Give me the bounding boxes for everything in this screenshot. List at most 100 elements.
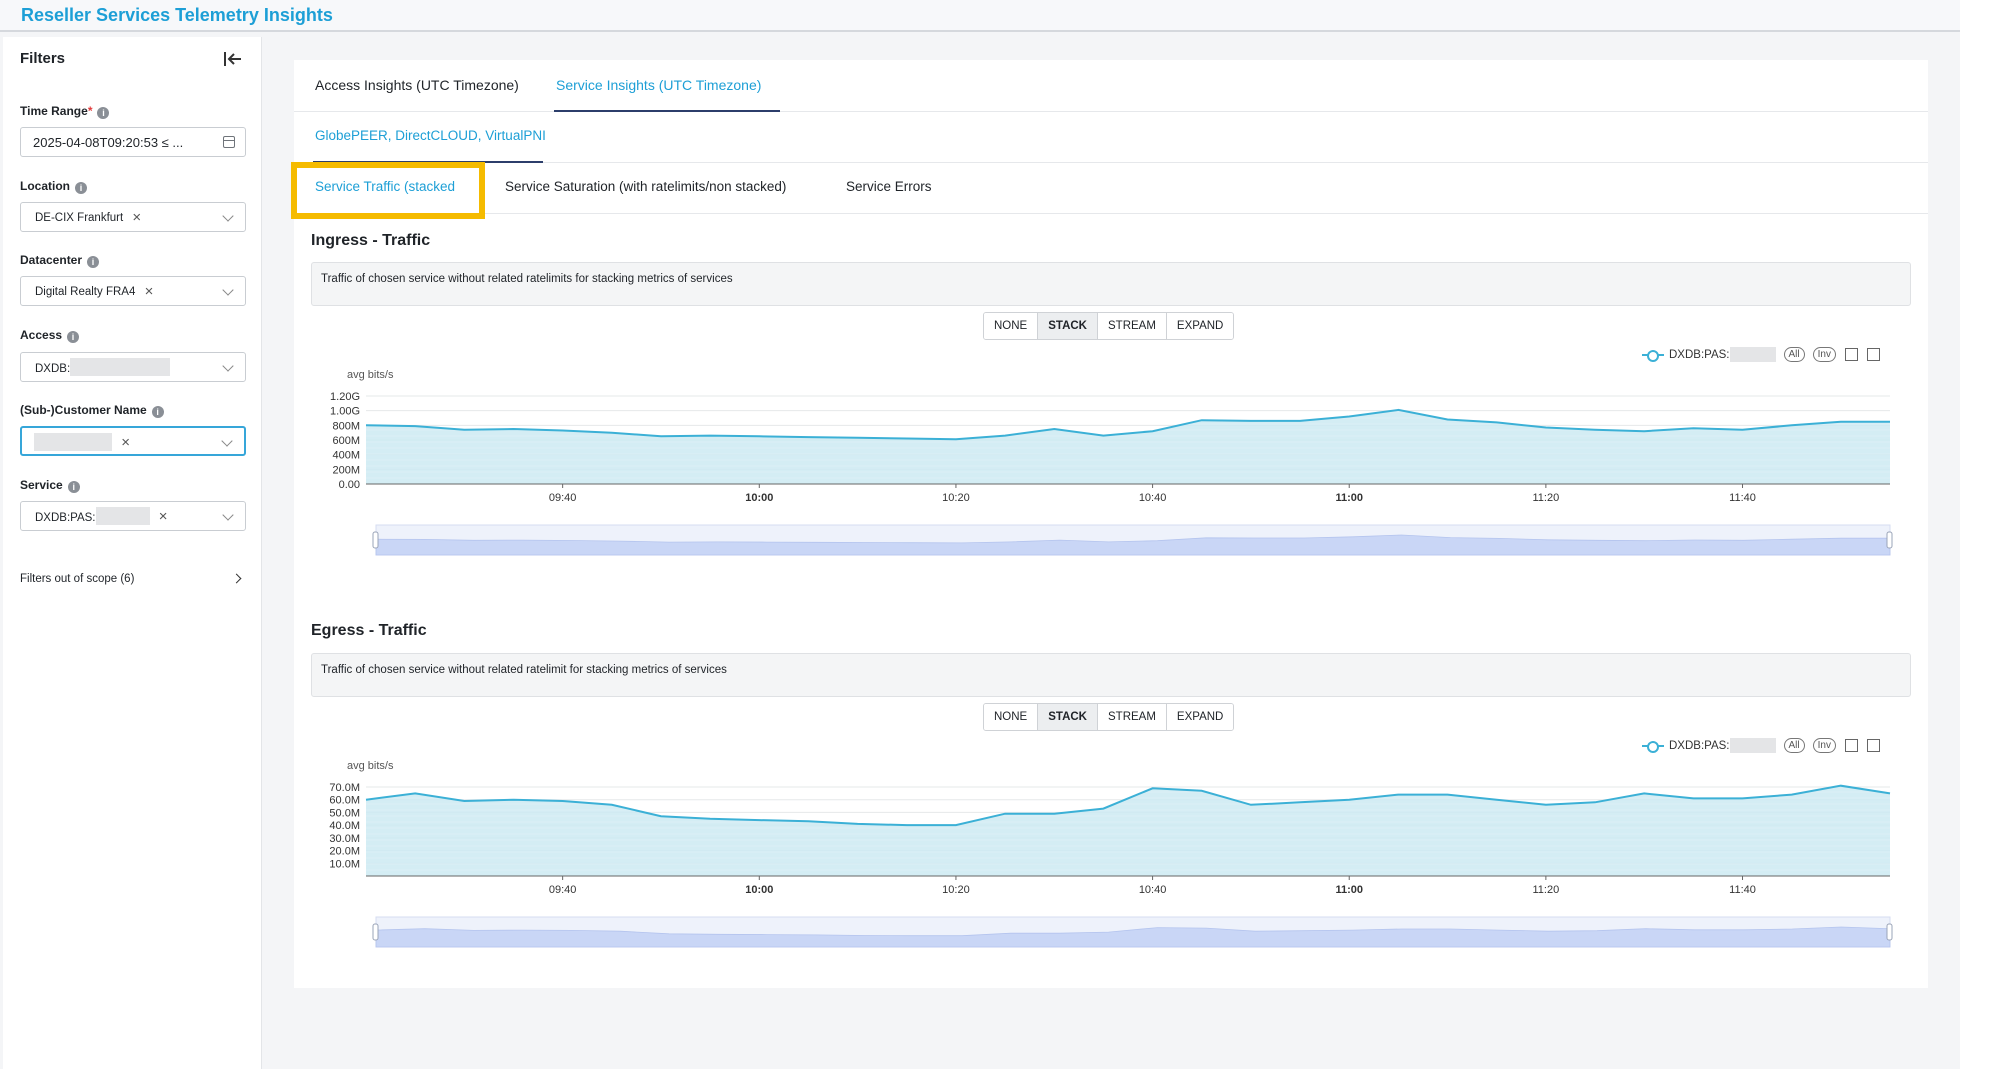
- legend-series-label[interactable]: DXDB:PAS:: [1669, 348, 1730, 361]
- y-tick-label: 30.0M: [329, 833, 360, 845]
- ingress-mode-buttons: NONE STACK STREAM EXPAND: [983, 312, 1235, 340]
- app-title: Reseller Services Telemetry Insights: [21, 5, 333, 25]
- x-tick-label: 11:00: [1335, 884, 1363, 896]
- time-range-label: Time Range* i: [20, 104, 110, 119]
- tab-service-insights[interactable]: Service Insights (UTC Timezone): [556, 77, 762, 93]
- x-tick-label: 10:20: [942, 492, 970, 504]
- ingress-description: Traffic of chosen service without relate…: [311, 262, 1911, 306]
- service-select[interactable]: DXDB:PAS: ×: [20, 501, 246, 531]
- access-tag: DXDB:: [29, 358, 176, 378]
- chevron-down-icon[interactable]: [222, 509, 234, 521]
- datacenter-select[interactable]: Digital Realty FRA4 ×: [20, 276, 246, 306]
- info-icon: i: [87, 256, 100, 268]
- y-tick-label: 1.00G: [330, 406, 360, 418]
- mode-expand-button[interactable]: EXPAND: [1166, 704, 1234, 730]
- main-panel: Access Insights (UTC Timezone) Service I…: [291, 60, 1928, 988]
- series-marker-icon: [1642, 349, 1664, 362]
- time-range-field[interactable]: 2025-04-08T09:20:53 ≤ ...: [20, 127, 246, 157]
- zoom-reset-icon[interactable]: [1866, 348, 1880, 361]
- legend-series-label[interactable]: DXDB:PAS:: [1669, 739, 1730, 752]
- remove-tag-icon[interactable]: ×: [144, 283, 154, 300]
- brush-handle-left: [372, 531, 379, 549]
- y-tick-label: 400M: [332, 450, 360, 462]
- y-tick-label: 600M: [332, 435, 360, 447]
- tab-service-saturation[interactable]: Service Saturation (with ratelimits/non …: [505, 179, 787, 194]
- tab-service-traffic[interactable]: Service Traffic (stacked: [315, 179, 456, 194]
- mode-stream-button[interactable]: STREAM: [1098, 704, 1167, 730]
- access-select[interactable]: DXDB:: [20, 352, 246, 382]
- zoom-select-icon[interactable]: [1844, 348, 1858, 361]
- customer-name-select[interactable]: ×: [20, 426, 246, 456]
- info-icon: i: [75, 182, 87, 194]
- zoom-select-icon[interactable]: [1844, 739, 1858, 752]
- remove-tag-icon[interactable]: ×: [121, 434, 130, 451]
- datacenter-label: Datacenter i: [20, 253, 100, 268]
- series-line: [365, 408, 1890, 441]
- brush-handle-left: [372, 923, 379, 941]
- y-tick-label: 20.0M: [329, 846, 360, 858]
- series-line: [365, 784, 1891, 827]
- chevron-down-icon[interactable]: [222, 284, 234, 296]
- info-icon: i: [97, 107, 110, 119]
- x-tick-label: 11:20: [1533, 492, 1560, 504]
- tab-globepeer[interactable]: GlobePEER, DirectCLOUD, VirtualPNI: [315, 128, 546, 143]
- redacted-block: [1729, 347, 1776, 362]
- filters-out-of-scope[interactable]: Filters out of scope (6): [20, 573, 246, 585]
- zoom-reset-icon[interactable]: [1866, 739, 1880, 752]
- redacted-block: [70, 358, 171, 376]
- legend-inv-button[interactable]: Inv: [1812, 347, 1836, 362]
- y-tick-label: 200M: [332, 464, 360, 476]
- tab-service-errors[interactable]: Service Errors: [846, 179, 932, 194]
- chevron-down-icon[interactable]: [222, 360, 234, 372]
- mode-stack-button[interactable]: STACK: [1038, 313, 1098, 339]
- tab-active-underline: [554, 110, 780, 112]
- x-tick-label: 11:40: [1729, 884, 1756, 896]
- mode-stream-button[interactable]: STREAM: [1098, 313, 1167, 339]
- egress-description: Traffic of chosen service without relate…: [311, 653, 1911, 697]
- location-label: Location i: [20, 179, 87, 194]
- collapse-sidebar-icon[interactable]: [223, 50, 243, 68]
- service-label: Service i: [20, 478, 80, 493]
- ingress-legend: DXDB:PAS: All Inv: [1642, 347, 1880, 362]
- datacenter-tag: Digital Realty FRA4 ×: [35, 283, 154, 300]
- x-tick-label: 09:40: [549, 884, 577, 896]
- y-tick-label: 40.0M: [329, 820, 360, 832]
- remove-tag-icon[interactable]: ×: [158, 508, 168, 525]
- x-tick-label: 10:20: [942, 884, 970, 896]
- ingress-y-unit: avg bits/s: [347, 369, 394, 381]
- mode-none-button[interactable]: NONE: [984, 313, 1039, 339]
- y-tick-label: 0.00: [339, 479, 360, 491]
- tab-access-insights[interactable]: Access Insights (UTC Timezone): [315, 77, 519, 93]
- chevron-down-icon[interactable]: [222, 210, 234, 222]
- remove-tag-icon[interactable]: ×: [132, 209, 142, 226]
- series-area: [366, 409, 1890, 484]
- location-select[interactable]: DE-CIX Frankfurt ×: [20, 202, 246, 232]
- egress-mode-buttons: NONE STACK STREAM EXPAND: [983, 703, 1235, 731]
- info-icon: i: [67, 481, 80, 493]
- legend-all-button[interactable]: All: [1783, 347, 1805, 362]
- x-tick-label: 10:00: [745, 492, 773, 504]
- legend-all-button[interactable]: All: [1783, 738, 1805, 753]
- mode-stack-button[interactable]: STACK: [1038, 704, 1098, 730]
- x-tick-label: 11:20: [1533, 884, 1560, 896]
- mode-expand-button[interactable]: EXPAND: [1166, 313, 1234, 339]
- service-tag: DXDB:PAS: ×: [35, 507, 168, 525]
- redacted-block: [1729, 738, 1776, 753]
- customer-name-tag: ×: [28, 433, 134, 453]
- x-tick-label: 10:00: [745, 884, 773, 896]
- insights-tabs: Access Insights (UTC Timezone) Service I…: [294, 60, 1928, 112]
- calendar-icon[interactable]: [223, 136, 235, 148]
- access-label: Access i: [20, 328, 80, 343]
- x-tick-label: 09:40: [549, 492, 577, 504]
- brush-preview: [375, 926, 1891, 948]
- brush-handle-right: [1886, 531, 1893, 549]
- mode-none-button[interactable]: NONE: [984, 704, 1039, 730]
- time-range-value: 2025-04-08T09:20:53 ≤ ...: [33, 135, 184, 150]
- legend-inv-button[interactable]: Inv: [1812, 738, 1836, 753]
- egress-legend: DXDB:PAS: All Inv: [1642, 738, 1880, 753]
- x-tick-label: 10:40: [1139, 492, 1167, 504]
- series-area: [366, 785, 1890, 876]
- chevron-down-icon[interactable]: [221, 435, 233, 447]
- info-icon: i: [67, 331, 80, 343]
- x-tick-label: 11:00: [1335, 492, 1363, 504]
